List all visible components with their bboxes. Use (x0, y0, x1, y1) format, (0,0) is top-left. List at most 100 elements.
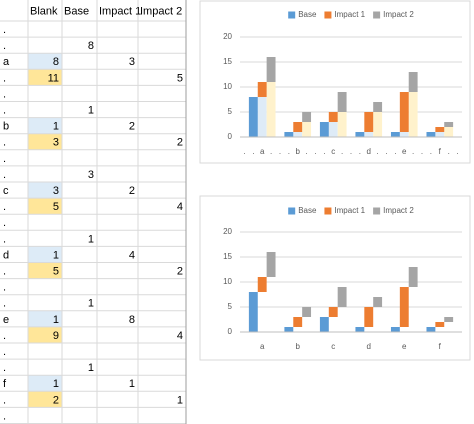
row-label: . (3, 24, 6, 36)
cell-value: 2 (177, 137, 183, 149)
legend-swatch (373, 207, 381, 215)
x-tick-label: . (421, 147, 423, 156)
bar-segment (444, 122, 454, 127)
row-label: . (3, 104, 6, 116)
bar-segment (364, 307, 374, 327)
bar-segment (337, 287, 347, 307)
bar-segment (426, 132, 436, 137)
y-tick-label: 5 (228, 302, 233, 311)
row-label: . (3, 72, 6, 84)
x-tick-label: b (295, 342, 300, 351)
cell-value: 5 (177, 72, 183, 84)
y-tick-label: 0 (228, 327, 233, 336)
bar-segment (257, 82, 267, 97)
cell-value: 2 (129, 185, 135, 197)
row-label: . (3, 40, 6, 52)
x-tick-label: . (448, 147, 450, 156)
cell-value: 2 (53, 394, 59, 406)
row-label: . (3, 233, 6, 245)
bar-segment (355, 132, 365, 137)
cell-value: 11 (48, 72, 59, 84)
cell-value: 3 (53, 137, 59, 149)
bar-segment (444, 317, 454, 322)
x-tick-label: . (430, 147, 432, 156)
bar-segment (435, 127, 445, 132)
bar-segment (373, 102, 383, 112)
row-label: . (3, 169, 6, 181)
bar-segment (337, 112, 347, 137)
cell-fill (28, 69, 62, 86)
column-header: Blank (30, 5, 58, 17)
chart: 0 5 10 15 20.. a... b... c... d... e... f. . Base Imp… (199, 0, 471, 164)
row-label: a (3, 56, 10, 68)
legend-label: Base (298, 206, 317, 215)
bar-segment (257, 277, 267, 292)
y-tick-label: 10 (223, 277, 232, 286)
legend-label: Base (298, 10, 317, 19)
x-tick-label: . (279, 147, 281, 156)
cell-fill (28, 117, 62, 134)
column-header: Impact 2 (140, 5, 182, 17)
cell-fill (28, 310, 62, 327)
cell-value: 9 (53, 330, 59, 342)
bar-segment (293, 122, 303, 132)
cell-value: 1 (53, 249, 59, 261)
cell-value: 8 (53, 56, 59, 68)
x-tick-label: . (323, 147, 325, 156)
x-tick-label: d (367, 342, 371, 351)
bar-segment (364, 132, 374, 137)
bar-segment (293, 317, 303, 327)
x-tick-label: b (295, 147, 300, 156)
row-label: . (3, 346, 6, 358)
row-label: . (3, 330, 6, 342)
cell-value: 3 (129, 56, 135, 68)
x-tick-label: . (341, 147, 343, 156)
x-tick-label: . (305, 147, 307, 156)
row-label: . (3, 298, 6, 310)
x-tick-label: . (385, 147, 387, 156)
cell-value: 1 (129, 378, 135, 390)
bar-segment (293, 132, 303, 137)
cell-value: 1 (88, 233, 94, 245)
row-label: . (3, 282, 6, 294)
cell-fill (28, 375, 62, 392)
x-tick-label: . (252, 147, 254, 156)
legend-label: Impact 2 (383, 10, 414, 19)
cell-value: 2 (129, 121, 135, 133)
cell-value: 2 (177, 265, 183, 277)
x-tick-label: f (439, 342, 442, 351)
cell-value: 4 (177, 201, 183, 213)
x-tick-label: . (377, 147, 379, 156)
bar-segment (435, 132, 445, 137)
row-label: . (3, 88, 6, 100)
x-tick-label: a (260, 147, 265, 156)
row-label: . (3, 137, 6, 149)
cell-fill (28, 262, 62, 279)
y-tick-label: 15 (223, 252, 232, 261)
legend-swatch (324, 207, 332, 215)
chart-frame (199, 195, 471, 361)
x-tick-label: . (314, 147, 316, 156)
x-tick-label: . (412, 147, 414, 156)
legend-label: Impact 2 (383, 206, 414, 215)
bar-segment (319, 122, 329, 137)
column-header: Impact 1 (99, 5, 141, 17)
y-tick-label: 5 (228, 107, 233, 116)
legend-swatch (373, 11, 381, 19)
cell-fill (28, 246, 62, 263)
row-label: c (3, 185, 9, 197)
x-tick-label: . (394, 147, 396, 156)
cell-value: 1 (53, 378, 59, 390)
x-tick-label: f (439, 147, 442, 156)
x-tick-label: e (402, 147, 407, 156)
y-tick-label: 10 (223, 82, 232, 91)
y-tick-label: 20 (223, 227, 232, 236)
row-label: . (3, 201, 6, 213)
row-label: . (3, 265, 6, 277)
y-tick-label: 0 (228, 132, 233, 141)
cell-value: 1 (177, 394, 183, 406)
cell-value: 8 (88, 40, 94, 52)
bar-segment (302, 307, 312, 317)
bar-segment (328, 122, 338, 137)
